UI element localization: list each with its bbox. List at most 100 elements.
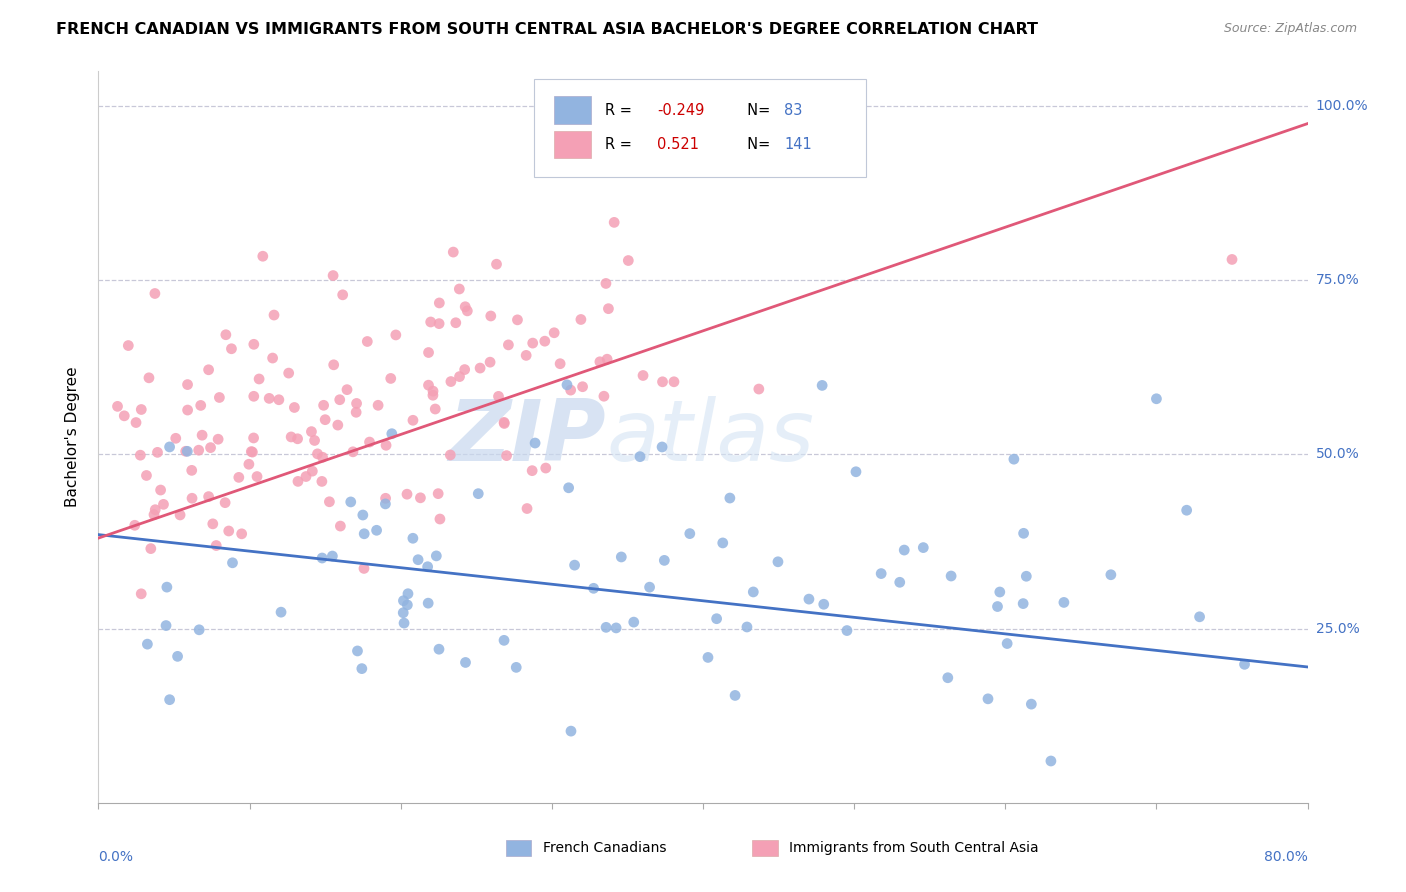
Point — [263, 308, 285, 322]
Point — [138, 371, 160, 385]
Point — [449, 369, 471, 384]
Point — [467, 486, 489, 500]
Point — [610, 549, 633, 564]
Point — [208, 391, 231, 405]
Point — [630, 120, 652, 134]
Point — [107, 400, 129, 414]
Point — [240, 444, 263, 458]
Text: 0.0%: 0.0% — [98, 850, 134, 864]
Point — [318, 495, 340, 509]
Point — [986, 599, 1008, 614]
Point — [454, 656, 477, 670]
Point — [936, 671, 959, 685]
Point — [638, 580, 661, 594]
Text: FRENCH CANADIAN VS IMMIGRANTS FROM SOUTH CENTRAL ASIA BACHELOR'S DEGREE CORRELAT: FRENCH CANADIAN VS IMMIGRANTS FROM SOUTH… — [56, 22, 1038, 37]
Point — [495, 449, 517, 463]
Text: -0.249: -0.249 — [657, 103, 704, 118]
Point — [356, 334, 378, 349]
Point — [418, 345, 440, 359]
Point — [287, 432, 309, 446]
Point — [117, 338, 139, 352]
Point — [797, 592, 820, 607]
Text: 75.0%: 75.0% — [1316, 273, 1360, 287]
Point — [939, 569, 962, 583]
Point — [166, 649, 188, 664]
Point — [1053, 595, 1076, 609]
Point — [534, 461, 557, 475]
Point — [221, 342, 243, 356]
Point — [242, 445, 264, 459]
Point — [427, 317, 450, 331]
Point — [280, 430, 302, 444]
Point — [197, 363, 219, 377]
Point — [427, 486, 450, 500]
Point — [257, 392, 280, 406]
Point — [129, 402, 152, 417]
Text: 83: 83 — [785, 103, 803, 118]
Point — [711, 536, 734, 550]
Point — [135, 468, 157, 483]
Point — [697, 650, 720, 665]
Point — [169, 508, 191, 522]
Point — [336, 383, 359, 397]
Point — [367, 398, 389, 412]
Point — [479, 355, 502, 369]
Point — [200, 441, 222, 455]
Point — [522, 336, 544, 351]
Point — [262, 351, 284, 365]
Point — [995, 636, 1018, 650]
Point — [595, 620, 617, 634]
Point — [409, 491, 432, 505]
Text: R =: R = — [605, 137, 641, 152]
Point — [242, 389, 264, 403]
Point — [283, 401, 305, 415]
Point — [396, 587, 419, 601]
Point — [392, 616, 415, 631]
Point — [548, 357, 571, 371]
Point — [374, 497, 396, 511]
Point — [342, 445, 364, 459]
Point — [243, 337, 266, 351]
Point — [124, 518, 146, 533]
Point — [301, 464, 323, 478]
Point — [494, 416, 516, 430]
Point — [187, 443, 209, 458]
Point — [595, 277, 617, 291]
Point — [301, 425, 323, 439]
Text: 80.0%: 80.0% — [1264, 850, 1308, 864]
Point — [146, 445, 169, 459]
Point — [560, 383, 582, 397]
Point — [344, 405, 367, 419]
Text: Immigrants from South Central Asia: Immigrants from South Central Asia — [789, 841, 1039, 855]
Point — [479, 309, 502, 323]
Point — [706, 612, 728, 626]
Point — [277, 366, 299, 380]
Point — [402, 413, 425, 427]
Point — [143, 502, 166, 516]
Point — [456, 304, 478, 318]
Point — [418, 596, 440, 610]
Point — [125, 416, 148, 430]
Point — [439, 448, 461, 462]
Point — [307, 447, 329, 461]
Point — [155, 618, 177, 632]
Point — [557, 481, 579, 495]
Point — [1015, 569, 1038, 583]
Point — [152, 497, 174, 511]
Point — [811, 378, 834, 392]
Point — [603, 215, 626, 229]
Point — [453, 362, 475, 376]
Point — [571, 380, 593, 394]
Point — [392, 593, 415, 607]
Point — [422, 388, 444, 402]
Point — [149, 483, 172, 497]
Point — [893, 543, 915, 558]
Point — [652, 553, 675, 567]
Point — [506, 313, 529, 327]
Point — [201, 516, 224, 531]
Point — [215, 327, 238, 342]
Point — [662, 375, 685, 389]
Point — [444, 316, 467, 330]
Point — [214, 496, 236, 510]
Point — [835, 624, 858, 638]
